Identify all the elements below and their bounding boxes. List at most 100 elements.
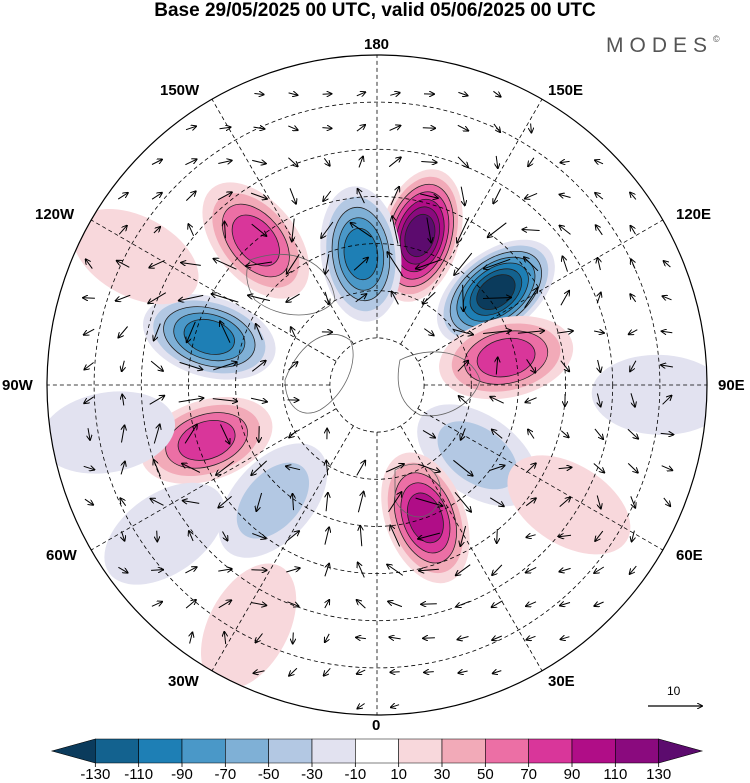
anomaly-100e-positive — [439, 315, 574, 400]
wind-arrow — [122, 531, 125, 540]
wind-arrow — [558, 467, 572, 468]
wind-arrow — [662, 331, 673, 333]
wind-arrow — [493, 188, 502, 204]
wind-arrow — [483, 331, 511, 334]
wind-arrow — [560, 195, 571, 198]
wind-arrow — [389, 637, 401, 639]
wind-arrow — [324, 667, 331, 675]
wind-arrow — [288, 157, 297, 167]
wind-arrow — [418, 463, 440, 471]
colorbar-tick-label: -70 — [214, 766, 237, 783]
wind-arrow — [325, 600, 329, 609]
colorbar-swatch — [528, 738, 573, 764]
colorbar-tick-label: -50 — [257, 766, 280, 783]
wind-arrow — [390, 526, 401, 547]
wind-arrow — [524, 288, 538, 309]
wind-arrow — [288, 362, 298, 371]
wind-arrow — [224, 632, 225, 645]
wind-arrow — [360, 526, 362, 547]
wind-arrow — [560, 430, 568, 438]
wind-arrow — [120, 498, 127, 506]
meridian-line — [417, 219, 663, 362]
wind-arrow — [118, 566, 127, 572]
wind-arrow — [287, 254, 300, 273]
colorbar-swatch — [658, 738, 704, 764]
wind-arrow — [288, 93, 298, 95]
wind-arrow — [118, 326, 128, 338]
wind-arrow — [560, 161, 570, 162]
wind-arrow — [149, 259, 165, 267]
wind-arrow — [121, 462, 125, 475]
wind-arrow — [325, 254, 330, 274]
wind-arrow — [293, 494, 294, 511]
wind-arrow — [359, 157, 363, 168]
wind-arrow — [522, 230, 540, 231]
meridian-line — [400, 425, 543, 671]
wind-arrow — [593, 331, 604, 333]
wind-arrow — [220, 321, 231, 343]
wind-arrow — [148, 292, 167, 304]
wind-arrow — [561, 637, 570, 640]
wind-arrow — [326, 461, 327, 476]
wind-arrow — [188, 224, 195, 237]
wind-arrow — [356, 637, 366, 638]
wind-arrow — [390, 187, 399, 206]
wind-arrow — [178, 398, 204, 403]
wind-arrow — [183, 501, 200, 504]
wind-arrow — [153, 227, 160, 234]
wind-arrow — [419, 569, 439, 570]
wind-arrow — [250, 192, 267, 199]
wind-arrow — [357, 670, 366, 674]
graticule — [47, 55, 707, 715]
wind-arrow — [596, 225, 603, 236]
wind-arrow — [88, 428, 90, 440]
wind-arrow — [493, 671, 502, 674]
wind-arrow — [356, 461, 365, 476]
colorbar-swatch — [225, 738, 269, 764]
wind-arrow — [185, 600, 196, 609]
anomaly-45e-positive — [507, 455, 631, 555]
wind-arrow — [594, 602, 604, 606]
colorbar — [50, 738, 704, 767]
wind-arrow — [595, 193, 604, 200]
wind-arrow — [251, 361, 265, 372]
wind-arrow — [595, 530, 604, 541]
wind-arrow — [524, 257, 539, 272]
wind-arrow — [182, 464, 201, 473]
wind-arrow — [526, 566, 537, 572]
wind-arrow — [663, 497, 670, 506]
wind-arrow — [116, 294, 131, 301]
longitude-label-30e: 30E — [548, 673, 575, 690]
wind-arrow — [388, 157, 401, 168]
wind-arrow — [526, 601, 537, 606]
longitude-label-120e: 120E — [676, 206, 712, 223]
wind-arrow — [458, 637, 469, 640]
wind-arrow — [288, 126, 297, 130]
colorbar-swatch — [181, 738, 226, 764]
wind-arrow — [353, 258, 368, 271]
wind-arrow — [185, 191, 195, 201]
wind-arrow — [525, 397, 537, 403]
wind-arrow — [151, 602, 162, 607]
wind-arrow — [250, 397, 267, 402]
latitude-circle — [282, 290, 472, 480]
colorbar-swatch — [615, 738, 659, 764]
meridian-line — [400, 99, 543, 345]
wind-arrow — [457, 217, 470, 242]
wind-arrow — [151, 193, 162, 200]
wind-arrow — [218, 600, 231, 609]
wind-arrow — [323, 190, 332, 201]
wind-arrow — [189, 531, 193, 542]
wind-arrow — [526, 535, 536, 538]
longitude-label-90e: 90E — [718, 377, 745, 394]
wind-arrow — [630, 294, 637, 303]
wind-arrow — [252, 160, 266, 163]
wind-arrow — [149, 396, 165, 405]
wind-arrow — [458, 92, 467, 95]
wind-arrow — [151, 160, 162, 165]
wind-arrow — [560, 360, 569, 372]
wind-arrow — [356, 125, 365, 132]
wind-arrow — [454, 252, 473, 275]
wind-arrow — [218, 496, 232, 507]
wind-arrow — [391, 705, 400, 708]
